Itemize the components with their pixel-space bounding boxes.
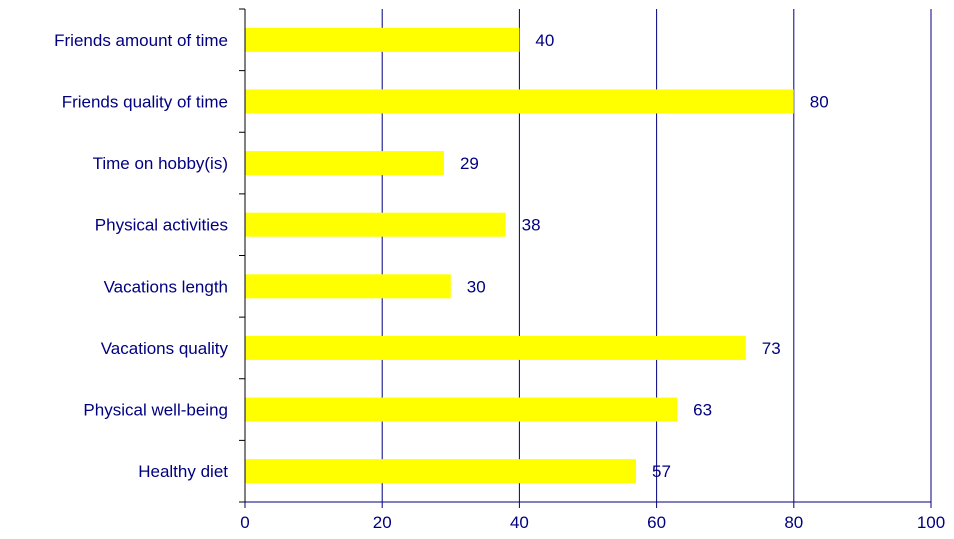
gridlines <box>381 9 932 502</box>
bar-7 <box>245 397 678 422</box>
category-label-6: Vacations quality <box>101 339 229 358</box>
category-label-1: Friends amount of time <box>54 31 228 50</box>
data-label-3: 29 <box>460 154 479 173</box>
category-label-2: Friends quality of time <box>62 92 228 111</box>
category-label-8: Healthy diet <box>138 462 228 481</box>
category-label-7: Physical well-being <box>83 401 228 420</box>
bar-4 <box>245 212 506 237</box>
bar-3 <box>245 151 444 176</box>
data-label-7: 63 <box>693 401 712 420</box>
x-tick-label-0: 0 <box>240 513 249 532</box>
bar-8 <box>245 459 637 484</box>
bar-5 <box>245 274 451 299</box>
category-label-5: Vacations length <box>104 277 228 296</box>
category-label-4: Physical activities <box>95 216 228 235</box>
x-tick-label-20: 20 <box>373 513 392 532</box>
x-tick-label-40: 40 <box>510 513 529 532</box>
bar-6 <box>245 335 746 360</box>
x-tick-label-80: 80 <box>784 513 803 532</box>
data-label-6: 73 <box>762 339 781 358</box>
x-tick-label-60: 60 <box>647 513 666 532</box>
data-label-2: 80 <box>810 92 829 111</box>
bar-1 <box>245 27 520 52</box>
data-label-1: 40 <box>535 31 554 50</box>
bar-2 <box>245 89 794 114</box>
data-label-8: 57 <box>652 462 671 481</box>
axes <box>239 8 932 508</box>
bars <box>245 27 794 484</box>
category-label-3: Time on hobby(is) <box>93 154 228 173</box>
labels: Friends amount of time 40 Friends quality … <box>54 31 945 532</box>
x-tick-label-100: 100 <box>917 513 945 532</box>
data-label-5: 30 <box>467 277 486 296</box>
data-label-4: 38 <box>522 216 541 235</box>
